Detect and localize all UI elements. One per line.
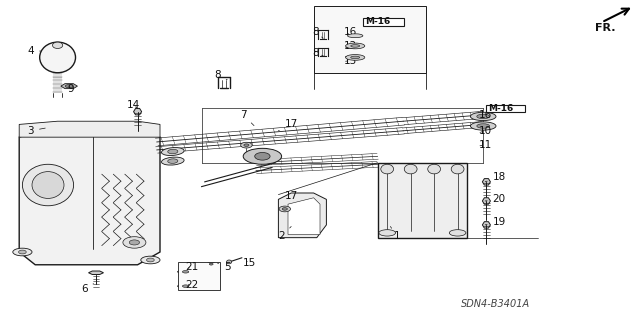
Text: 7: 7 (240, 110, 254, 126)
Text: 3: 3 (28, 126, 45, 136)
Polygon shape (88, 271, 104, 274)
Polygon shape (19, 124, 160, 265)
Polygon shape (278, 193, 326, 238)
Ellipse shape (168, 159, 178, 163)
Polygon shape (177, 283, 194, 289)
Ellipse shape (477, 114, 490, 119)
Polygon shape (483, 179, 490, 185)
Polygon shape (378, 163, 467, 238)
Ellipse shape (404, 164, 417, 174)
Ellipse shape (470, 122, 496, 130)
Polygon shape (134, 108, 141, 115)
Text: M-16: M-16 (488, 104, 513, 113)
Polygon shape (206, 263, 216, 266)
Ellipse shape (346, 55, 365, 60)
Ellipse shape (182, 285, 189, 287)
Text: 12: 12 (344, 41, 357, 51)
Text: 6: 6 (81, 284, 93, 294)
Polygon shape (61, 84, 77, 89)
Ellipse shape (52, 42, 63, 48)
Ellipse shape (477, 124, 490, 128)
Polygon shape (288, 198, 320, 234)
Text: 13: 13 (344, 56, 357, 66)
Ellipse shape (141, 256, 160, 264)
Ellipse shape (351, 45, 360, 47)
Ellipse shape (40, 42, 76, 73)
Ellipse shape (381, 164, 394, 174)
Ellipse shape (244, 144, 249, 146)
Text: 1: 1 (390, 226, 400, 241)
Ellipse shape (449, 230, 466, 236)
Ellipse shape (255, 152, 270, 160)
Text: 2: 2 (278, 226, 291, 241)
Ellipse shape (241, 142, 252, 148)
Text: 8: 8 (312, 48, 323, 58)
Polygon shape (19, 121, 160, 137)
Ellipse shape (22, 164, 74, 206)
Polygon shape (483, 198, 490, 204)
Text: 16: 16 (479, 110, 492, 120)
Bar (363, 18, 404, 26)
Text: 19: 19 (485, 217, 506, 227)
Text: 5: 5 (218, 262, 230, 272)
Ellipse shape (470, 112, 496, 121)
Text: 9: 9 (67, 84, 74, 94)
Ellipse shape (451, 164, 464, 174)
Ellipse shape (168, 149, 178, 154)
Text: 14: 14 (127, 100, 140, 110)
Polygon shape (177, 269, 194, 275)
Text: 21: 21 (186, 262, 198, 272)
Ellipse shape (161, 148, 184, 155)
Ellipse shape (209, 263, 213, 265)
Ellipse shape (346, 43, 365, 49)
Bar (178, 262, 220, 290)
Ellipse shape (13, 248, 32, 256)
Ellipse shape (129, 240, 140, 245)
Bar (314, 6, 426, 73)
Ellipse shape (428, 164, 440, 174)
Ellipse shape (123, 237, 146, 248)
Text: SDN4-B3401A: SDN4-B3401A (461, 299, 530, 309)
Text: 20: 20 (485, 194, 506, 204)
Ellipse shape (243, 148, 282, 164)
Bar (486, 105, 525, 112)
Text: 16: 16 (344, 27, 357, 37)
Text: 8: 8 (312, 27, 323, 38)
Text: 17: 17 (285, 191, 298, 201)
Text: M-16: M-16 (365, 17, 390, 26)
Ellipse shape (182, 271, 189, 273)
Text: 10: 10 (479, 126, 492, 136)
Ellipse shape (161, 157, 184, 165)
Text: 18: 18 (485, 172, 506, 182)
Ellipse shape (147, 258, 154, 262)
Text: 17: 17 (278, 119, 298, 131)
Ellipse shape (379, 230, 396, 236)
Polygon shape (483, 222, 490, 228)
Text: 8: 8 (214, 70, 227, 80)
Ellipse shape (227, 260, 232, 264)
Ellipse shape (351, 56, 360, 59)
Ellipse shape (279, 206, 291, 212)
Text: FR.: FR. (595, 23, 616, 33)
Ellipse shape (348, 34, 363, 38)
Text: 22: 22 (186, 279, 198, 290)
Text: 4: 4 (28, 46, 41, 56)
Text: 15: 15 (243, 258, 256, 268)
Ellipse shape (32, 172, 64, 198)
Ellipse shape (282, 208, 287, 210)
Text: 11: 11 (479, 140, 492, 150)
Ellipse shape (65, 85, 73, 88)
Ellipse shape (19, 250, 26, 254)
